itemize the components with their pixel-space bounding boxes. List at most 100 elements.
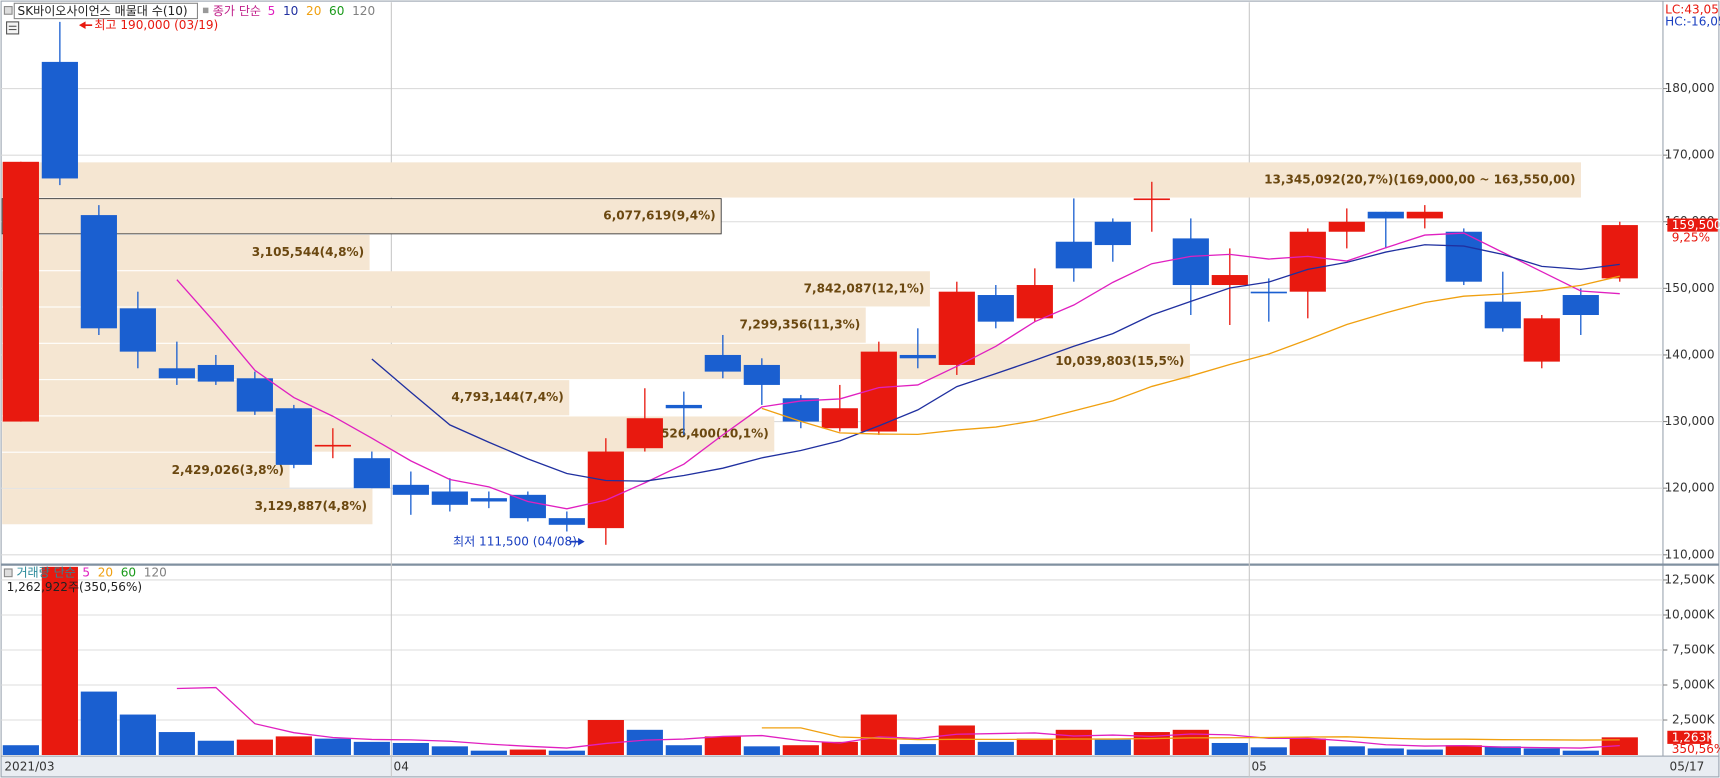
volume-legend-title: 거래량 단순 bbox=[16, 565, 75, 579]
candle-body bbox=[119, 308, 156, 352]
ma-line bbox=[761, 727, 1620, 741]
legend-bullet bbox=[202, 7, 209, 14]
volume-bar bbox=[1016, 738, 1053, 756]
profile-layer: 13,345,092(20,7%)(169,000,00 ~ 163,550,0… bbox=[1, 162, 1581, 525]
legend-entry: 60 bbox=[329, 4, 344, 18]
legend-entry: 120 bbox=[144, 565, 167, 579]
volume-bar bbox=[1445, 745, 1482, 756]
profile-label: 6,077,619(9,4%) bbox=[603, 209, 715, 223]
candle-body bbox=[80, 215, 117, 329]
volume-bar bbox=[1289, 738, 1326, 756]
profile-bar bbox=[1, 198, 722, 235]
candle-body bbox=[1016, 285, 1053, 319]
y-tick-label: 120,000 bbox=[1665, 481, 1715, 495]
profile-bar bbox=[2, 489, 373, 525]
candle-body bbox=[782, 398, 819, 422]
volume-bar bbox=[470, 750, 507, 756]
profile-bar bbox=[2, 162, 1581, 198]
candle-body bbox=[1562, 295, 1599, 315]
volume-change: 350,56% bbox=[1672, 742, 1720, 756]
ma-line bbox=[176, 686, 1620, 749]
legend-entry: 5 bbox=[82, 565, 90, 579]
candle-body bbox=[587, 451, 624, 529]
candle-body bbox=[431, 491, 468, 505]
volume-bar bbox=[743, 746, 780, 756]
y-tick-label: 140,000 bbox=[1665, 347, 1715, 361]
volume-bar bbox=[275, 736, 312, 756]
candle-body bbox=[1211, 275, 1248, 286]
candle-body bbox=[470, 498, 507, 502]
volume-bar bbox=[2, 745, 39, 756]
legend-entry: 20 bbox=[98, 565, 113, 579]
candle-body bbox=[665, 404, 702, 409]
profile-label: 7,299,356(11,3%) bbox=[739, 318, 860, 332]
y-tick-label: 150,000 bbox=[1665, 281, 1715, 295]
profile-label: 3,129,887(4,8%) bbox=[255, 499, 367, 513]
y-tick-label: 12,500K bbox=[1664, 572, 1715, 586]
profile-bar bbox=[2, 452, 290, 488]
candle-body bbox=[236, 378, 273, 412]
volume-bar bbox=[158, 732, 195, 756]
candle-body bbox=[41, 61, 78, 179]
volume-bar bbox=[1328, 746, 1365, 756]
legend-entry: 20 bbox=[306, 4, 321, 18]
volume-bar bbox=[119, 714, 156, 756]
profile-label: 7,842,087(12,1%) bbox=[804, 281, 925, 295]
volume-label-box bbox=[1667, 730, 1712, 744]
candle-body bbox=[1601, 225, 1638, 279]
high-arrow-head bbox=[78, 21, 86, 29]
chart-title: SK바이오사이언스 매물대 수(10) bbox=[18, 4, 188, 18]
y-tick-label: 7,500K bbox=[1672, 643, 1716, 657]
volume-bar bbox=[548, 750, 585, 756]
candle-body bbox=[1289, 231, 1326, 292]
lc-label: LC:43,05 bbox=[1665, 2, 1719, 16]
volume-bar bbox=[353, 741, 390, 756]
volume-bar bbox=[80, 691, 117, 756]
volume-bar bbox=[587, 720, 624, 756]
volume-label: 1,263K bbox=[1672, 730, 1716, 744]
candle-body bbox=[2, 161, 39, 422]
volume-bar bbox=[1055, 729, 1092, 756]
volume-bar bbox=[977, 741, 1014, 756]
price-label: 159,500 bbox=[1672, 218, 1720, 232]
profile-label: 6,526,400(10,1%) bbox=[648, 427, 769, 441]
candle-body bbox=[1133, 198, 1170, 201]
volume-bar bbox=[1523, 748, 1560, 756]
volume-bar bbox=[782, 745, 819, 756]
volume-bar bbox=[860, 714, 897, 756]
volume-bar bbox=[665, 745, 702, 756]
profile-bar bbox=[2, 234, 370, 271]
volume-bar bbox=[704, 736, 741, 756]
candle-body bbox=[938, 291, 975, 365]
price-label-box bbox=[1667, 218, 1718, 232]
volume-bar bbox=[1562, 750, 1599, 756]
x-tick-label: 2021/03 bbox=[4, 760, 54, 774]
y-tick-label: 110,000 bbox=[1665, 547, 1715, 561]
candle-body bbox=[1523, 318, 1560, 362]
volume-bar bbox=[1406, 749, 1443, 756]
candle-body bbox=[821, 408, 858, 429]
candle-body bbox=[1445, 231, 1482, 282]
ma-line bbox=[176, 232, 1620, 510]
title-box bbox=[13, 2, 198, 20]
volume-bar bbox=[236, 739, 273, 756]
candle-layer bbox=[2, 21, 1638, 545]
ma-line bbox=[761, 275, 1620, 436]
candle-body bbox=[977, 295, 1014, 322]
ma-line bbox=[371, 244, 1620, 482]
volume-bar bbox=[899, 744, 936, 756]
volume-bar bbox=[1094, 739, 1131, 756]
legend-entry: 60 bbox=[121, 565, 136, 579]
candle-body bbox=[197, 364, 234, 382]
ma-layer bbox=[176, 232, 1620, 510]
candle-body bbox=[1172, 238, 1209, 286]
legend-entry: 120 bbox=[352, 4, 375, 18]
date-axis bbox=[0, 755, 1720, 778]
candle-body bbox=[1055, 241, 1092, 269]
volume-bar bbox=[431, 746, 468, 756]
volume-bar bbox=[626, 729, 663, 756]
candle-body bbox=[1484, 301, 1521, 329]
y-tick-label: 2,500K bbox=[1672, 713, 1716, 727]
